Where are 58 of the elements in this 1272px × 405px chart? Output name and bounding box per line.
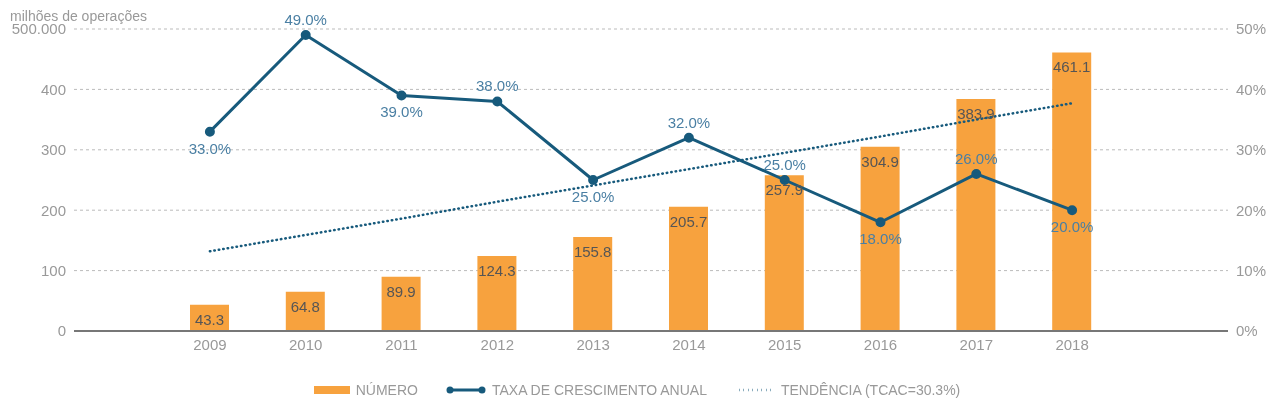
bar xyxy=(669,206,708,331)
point xyxy=(683,132,694,143)
data-label: 383.9 xyxy=(957,105,995,123)
data-label: 38.0% xyxy=(476,77,519,95)
point xyxy=(779,175,790,185)
data-label: 43.3 xyxy=(194,310,225,328)
legend-label: NÚMERO xyxy=(355,382,418,398)
point xyxy=(971,168,982,179)
bar xyxy=(860,146,900,331)
bar xyxy=(477,255,517,331)
x-tick-label: 2009 xyxy=(193,335,227,353)
bar xyxy=(956,99,996,331)
y-tick-label: 200 xyxy=(40,201,66,219)
point xyxy=(1067,205,1078,216)
y2-tick-label: 0% xyxy=(1236,322,1258,340)
point xyxy=(300,30,311,41)
y2-tick-label: 50% xyxy=(1236,20,1267,38)
point xyxy=(396,90,407,101)
legend-label: TENDÊNCIA (TCAC=30.3%) xyxy=(780,382,961,398)
legend-label: TAXA DE CRESCIMENTO ANUAL xyxy=(491,382,707,398)
x-tick-label: 2016 xyxy=(863,335,898,353)
point xyxy=(492,96,503,107)
y2-tick-label: 30% xyxy=(1236,141,1267,159)
y-tick-label: 0 xyxy=(57,322,66,340)
y2-tick-label: 40% xyxy=(1236,80,1267,98)
y-tick-label: 300 xyxy=(40,141,66,159)
x-tick-label: 2015 xyxy=(768,335,802,353)
data-label: 461.1 xyxy=(1052,58,1091,76)
y-tick-label: 400 xyxy=(40,80,66,98)
x-tick-label: 2012 xyxy=(480,335,514,353)
data-label: 89.9 xyxy=(386,282,416,300)
data-label: 32.0% xyxy=(667,113,711,131)
point xyxy=(204,126,215,137)
data-label: 257.9 xyxy=(765,181,804,199)
data-label: 39.0% xyxy=(380,103,423,121)
data-label: 25.0% xyxy=(763,156,806,173)
data-label: 155.8 xyxy=(573,242,612,260)
point xyxy=(875,217,886,228)
y2-tick-label: 20% xyxy=(1236,201,1267,219)
data-label: 304.9 xyxy=(861,152,899,170)
x-tick-label: 2010 xyxy=(289,335,323,353)
x-tick-label: 2017 xyxy=(959,335,993,353)
data-label: 49.0% xyxy=(284,11,327,29)
x-tick-label: 2013 xyxy=(576,335,610,353)
bar xyxy=(1052,52,1092,331)
data-label: 124.3 xyxy=(478,261,516,279)
bar xyxy=(573,236,613,331)
y2-tick-label: 10% xyxy=(1236,261,1267,279)
point xyxy=(588,175,599,185)
data-label: 64.8 xyxy=(290,297,320,315)
data-label: 205.7 xyxy=(669,212,708,230)
data-label: 25.0% xyxy=(571,188,615,205)
bar xyxy=(764,175,804,331)
x-tick-label: 2014 xyxy=(672,335,706,353)
data-label: 33.0% xyxy=(188,139,232,157)
y-tick-label: 100 xyxy=(40,261,66,279)
x-tick-label: 2018 xyxy=(1055,335,1089,353)
x-tick-label: 2011 xyxy=(385,335,418,353)
